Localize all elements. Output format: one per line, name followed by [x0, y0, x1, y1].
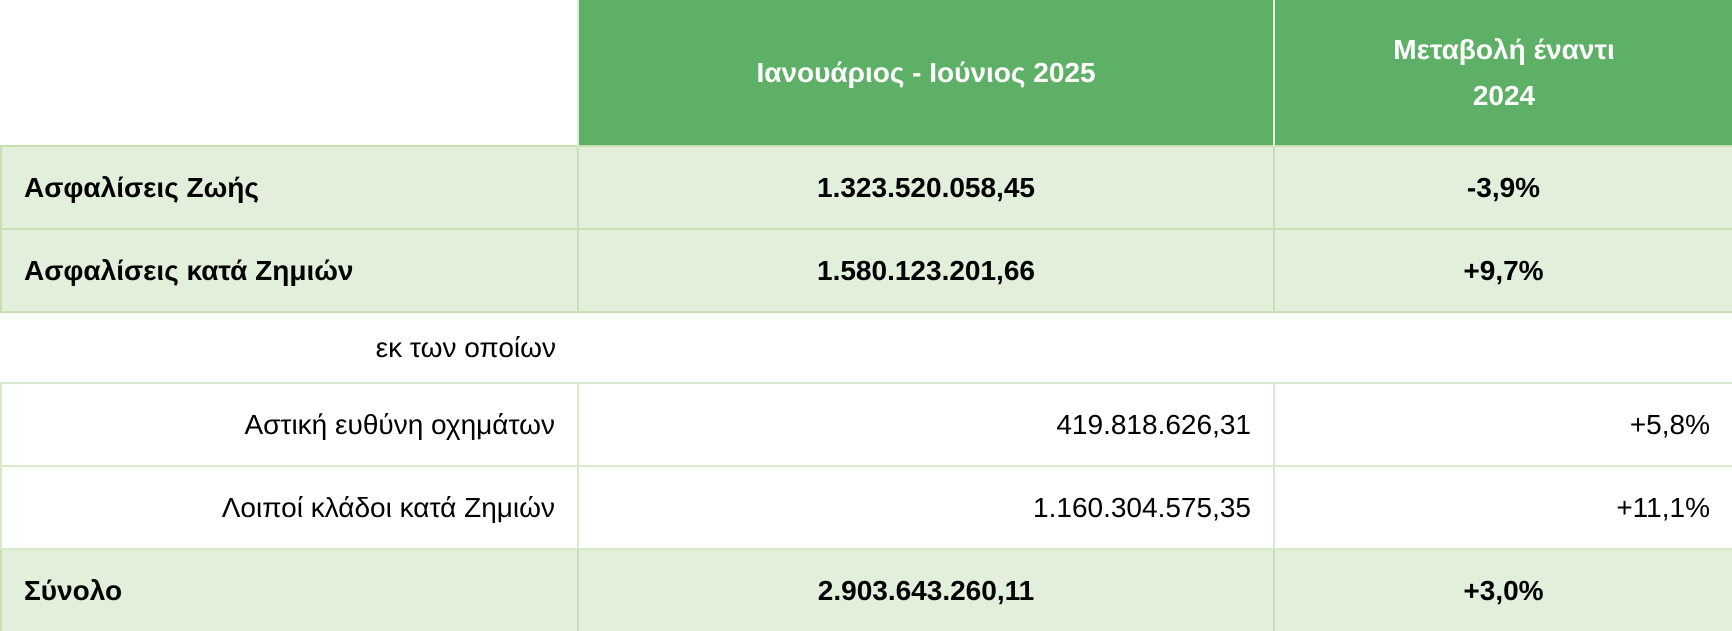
- row-value: 1.323.520.058,45: [577, 145, 1275, 230]
- row-label: Αστική ευθύνη οχημάτων: [0, 382, 579, 467]
- row-label: Ασφαλίσεις κατά Ζημιών: [0, 228, 579, 313]
- header-change-line2: 2024: [1472, 79, 1536, 111]
- row-change: +5,8%: [1273, 382, 1732, 467]
- total-value: 2.903.643.260,11: [577, 548, 1275, 631]
- row-value: 1.160.304.575,35: [577, 465, 1275, 550]
- total-change: +3,0%: [1273, 548, 1732, 631]
- row-label: Λοιποί κλάδοι κατά Ζημιών: [0, 465, 579, 550]
- header-period: Ιανουάριος - Ιούνιος 2025: [577, 0, 1274, 146]
- header-change: Μεταβολή έναντι 2024: [1273, 0, 1732, 146]
- row-value: 1.580.123.201,66: [577, 228, 1275, 313]
- row-value: 419.818.626,31: [577, 382, 1275, 467]
- header-empty-cell: [1, 0, 578, 146]
- table-row: Ασφαλίσεις κατά Ζημιών 1.580.123.201,66 …: [0, 228, 1732, 313]
- table-row: Αστική ευθύνη οχημάτων 419.818.626,31 +5…: [0, 382, 1732, 467]
- header-change-line1: Μεταβολή έναντι: [1393, 33, 1615, 65]
- total-row: Σύνολο 2.903.643.260,11 +3,0%: [0, 548, 1732, 631]
- table-row: Ασφαλίσεις Ζωής 1.323.520.058,45 -3,9%: [0, 145, 1732, 230]
- row-change: +9,7%: [1273, 228, 1732, 313]
- header-row: Ιανουάριος - Ιούνιος 2025 Μεταβολή έναντ…: [1, 0, 1732, 146]
- table-row: Λοιποί κλάδοι κατά Ζημιών 1.160.304.575,…: [0, 465, 1732, 550]
- row-change: -3,9%: [1273, 145, 1732, 230]
- total-label: Σύνολο: [0, 548, 579, 631]
- row-change: +11,1%: [1273, 465, 1732, 550]
- subheading: εκ των οποίων: [1, 312, 578, 383]
- subheading-row: εκ των οποίων: [1, 312, 1732, 383]
- row-label: Ασφαλίσεις Ζωής: [0, 145, 579, 230]
